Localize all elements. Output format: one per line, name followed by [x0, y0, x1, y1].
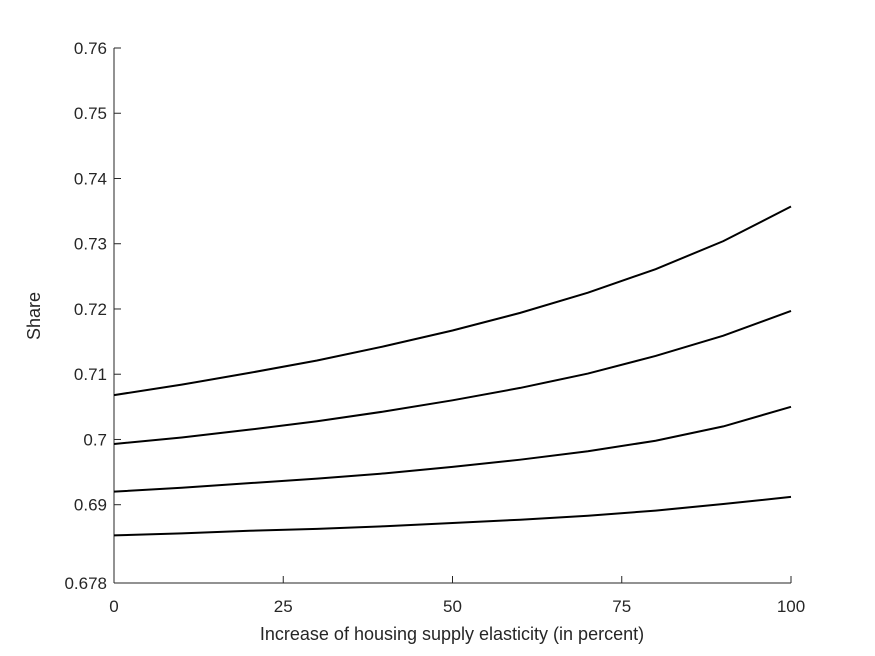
x-axis-ticks: 0 25 50 75 100 [109, 576, 805, 616]
y-tick-label: 0.69 [74, 496, 107, 515]
x-tick-label: 75 [612, 597, 631, 616]
y-tick-label: 0.72 [74, 300, 107, 319]
x-axis-label: Increase of housing supply elasticity (i… [260, 624, 644, 644]
x-tick-label: 100 [777, 597, 805, 616]
y-tick-label: 0.71 [74, 365, 107, 384]
y-tick-label: 0.678 [64, 574, 107, 593]
x-tick-label: 25 [274, 597, 293, 616]
y-tick-label: 0.74 [74, 169, 107, 188]
series-line-3 [113, 405, 792, 493]
series-line-1 [113, 205, 792, 397]
y-tick-label: 0.73 [74, 235, 107, 254]
x-tick-label: 50 [443, 597, 462, 616]
series-line-2 [113, 309, 792, 446]
y-tick-label: 0.7 [83, 430, 107, 449]
y-axis-ticks: 0.678 0.69 0.7 0.71 0.72 0.73 0.74 0.75 0.76 [64, 39, 121, 593]
y-tick-label: 0.75 [74, 104, 107, 123]
series-lines [113, 205, 792, 537]
y-tick-label: 0.76 [74, 39, 107, 58]
y-axis-label: Share [24, 292, 44, 340]
x-tick-label: 0 [109, 597, 118, 616]
series-line-4 [113, 495, 792, 537]
